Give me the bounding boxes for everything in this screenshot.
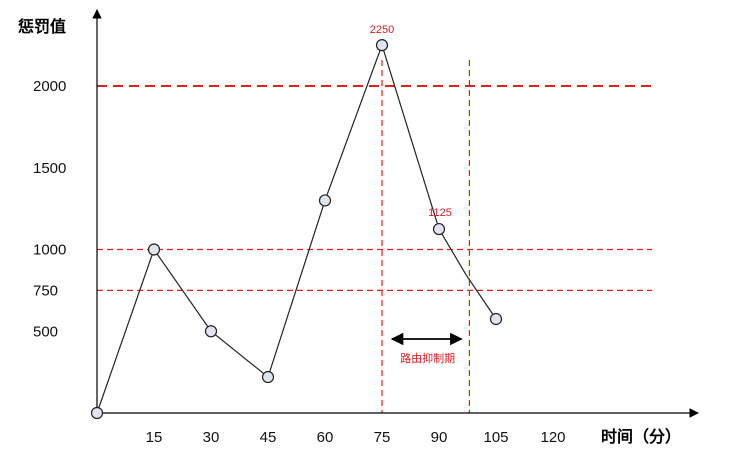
x-tick-label: 15 xyxy=(146,429,163,446)
x-tick-label: 105 xyxy=(483,429,508,446)
y-tick-label: 1500 xyxy=(33,160,66,177)
data-points xyxy=(90,39,503,420)
data-point xyxy=(261,370,275,384)
data-point xyxy=(318,194,332,207)
data-point xyxy=(375,39,389,52)
y-tick-label: 2000 xyxy=(33,78,66,95)
data-point xyxy=(432,222,446,236)
data-point xyxy=(489,312,503,326)
suppress-period-label: 路由抑制期 xyxy=(400,351,455,365)
data-point xyxy=(204,325,218,338)
y-tick-label: 1000 xyxy=(33,242,66,259)
x-axis-label: 时间（分） xyxy=(601,427,681,446)
half-value-label: 1125 xyxy=(428,207,452,219)
x-tick-label: 30 xyxy=(203,429,220,446)
data-point xyxy=(90,406,104,420)
y-axis-label: 惩罚值 xyxy=(18,17,66,36)
data-point xyxy=(147,243,161,256)
x-tick-labels: 15 30 45 60 75 90 105 120 xyxy=(146,429,566,446)
peak-value-label: 2250 xyxy=(370,24,394,36)
y-tick-label: 500 xyxy=(33,323,58,340)
x-tick-label: 60 xyxy=(317,429,334,446)
x-tick-label: 90 xyxy=(431,429,448,446)
y-tick-label: 750 xyxy=(33,282,58,299)
x-tick-label: 45 xyxy=(260,429,277,446)
y-tick-labels: 500 750 1000 1500 2000 xyxy=(33,78,66,340)
x-tick-label: 75 xyxy=(374,429,391,446)
x-tick-label: 120 xyxy=(540,429,565,446)
